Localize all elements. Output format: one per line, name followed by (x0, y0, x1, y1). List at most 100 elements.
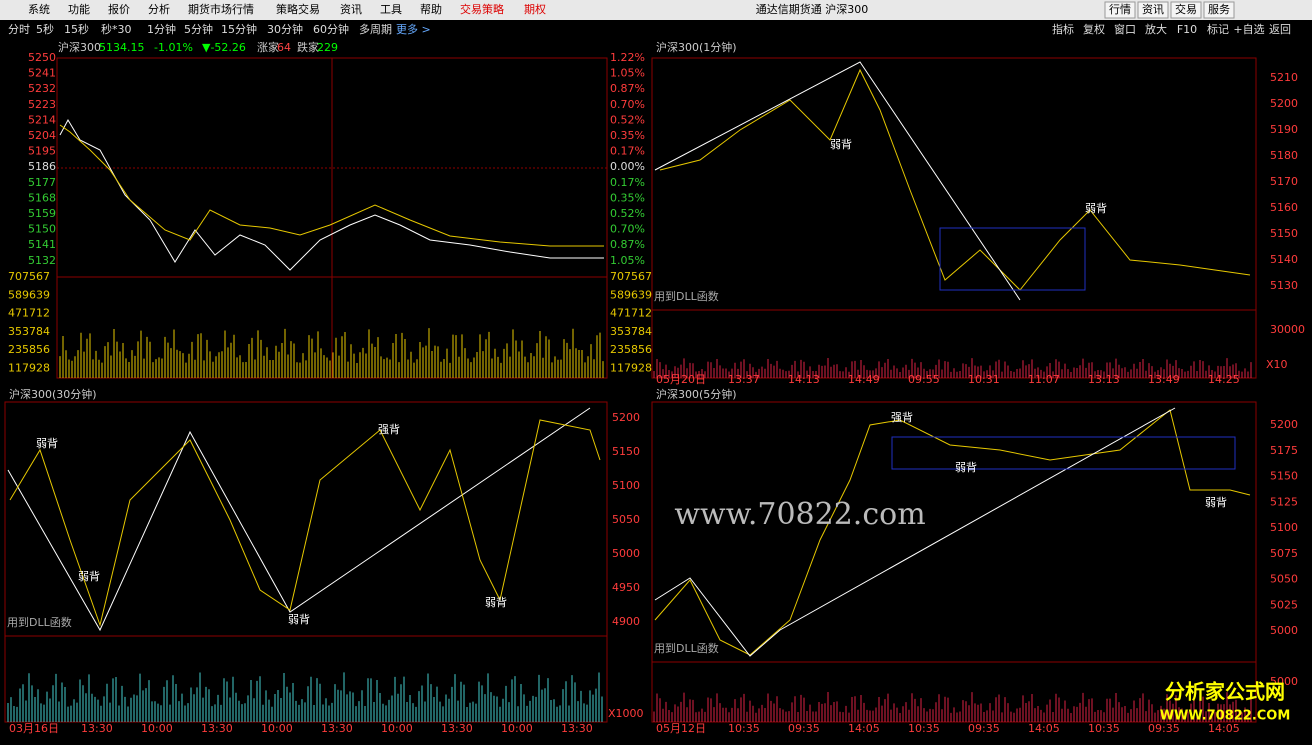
percent-tick: 0.00% (610, 160, 645, 173)
menu-item[interactable]: 帮助 (420, 2, 442, 16)
volume-bars (7, 328, 1252, 722)
menu-item[interactable]: 交易策略 (460, 2, 504, 16)
dll-note: 用到DLL函数 (654, 642, 719, 655)
percent-tick: 0.52% (610, 113, 645, 126)
period-button[interactable]: 15秒 (64, 22, 89, 36)
price-tick: 5025 (1270, 598, 1298, 611)
tool-button[interactable]: 标记 (1207, 22, 1229, 36)
time-tick: 14:05 (848, 722, 880, 735)
price-tick: 5160 (1270, 201, 1298, 214)
time-tick: 14:13 (788, 373, 820, 386)
window-title: 通达信期货通 沪深300 (756, 2, 869, 16)
tool-button[interactable]: F10 (1177, 23, 1197, 36)
menu-item[interactable]: 期权 (524, 3, 546, 16)
menu-item[interactable]: 系统 (28, 3, 50, 16)
price-tick: 5100 (612, 479, 640, 492)
percent-tick: 0.35% (610, 191, 645, 204)
volume-tick: 30000 (1270, 323, 1305, 336)
tool-button[interactable]: 指标 (1052, 22, 1074, 36)
menu-item[interactable]: 分析 (148, 2, 170, 16)
volume-tick: 353784 (610, 325, 652, 338)
period-button[interactable]: 分时 (8, 23, 30, 36)
period-button[interactable]: 5分钟 (184, 22, 213, 36)
tool-button[interactable]: 复权 (1083, 22, 1105, 36)
time-tick: 14:05 (1028, 722, 1060, 735)
time-tick: 14:05 (1208, 722, 1240, 735)
time-tick: 13:30 (441, 722, 473, 735)
time-tick: 14:25 (1208, 373, 1240, 386)
price-tick: 5050 (612, 513, 640, 526)
divergence-note: 强背 (378, 422, 400, 436)
top-button[interactable] (1170, 1, 1202, 19)
volume-tick: 235856 (610, 343, 652, 356)
price-tick: 5168 (28, 191, 56, 204)
time-tick: 10:00 (381, 722, 413, 735)
percent-tick: 0.87% (610, 82, 645, 95)
price-tick: 5214 (28, 113, 56, 126)
dll-note: 用到DLL函数 (654, 290, 719, 303)
period-button[interactable]: 更多 > (396, 22, 431, 36)
percent-tick: 0.17% (610, 145, 645, 158)
time-tick: 10:35 (728, 722, 760, 735)
volume-tick: 471712 (8, 307, 50, 320)
quote-field: ▼-52.26 (202, 41, 246, 54)
top-button[interactable] (1203, 1, 1235, 19)
price-tick: 5000 (612, 547, 640, 560)
period-button[interactable]: 多周期 (359, 22, 392, 36)
period-button[interactable]: 15分钟 (221, 22, 257, 36)
period-button[interactable]: 5秒 (36, 22, 54, 36)
logo-url: WWW.70822.COM (1160, 709, 1291, 724)
price-tick: 5241 (28, 67, 56, 80)
menu-item[interactable]: 资讯 (340, 3, 362, 16)
quote-field: 5134.15 (99, 41, 145, 54)
period-button[interactable]: 秒*30 (101, 22, 132, 36)
divergence-note: 强背 (891, 410, 913, 424)
menu-item[interactable]: 报价 (108, 2, 130, 16)
period-button[interactable]: 30分钟 (267, 22, 303, 36)
tool-button[interactable]: +自选 (1233, 23, 1264, 36)
quote-field: -1.01% (154, 41, 193, 54)
top-button-label: 交易 (1175, 2, 1197, 16)
price-tick: 5180 (1270, 149, 1298, 162)
menu-bar (0, 0, 1312, 20)
percent-tick: 0.17% (610, 176, 645, 189)
period-button[interactable]: 60分钟 (313, 22, 349, 36)
tool-button[interactable]: 放大 (1145, 22, 1167, 36)
price-tick: 4900 (612, 615, 640, 628)
tool-button[interactable]: 窗口 (1114, 22, 1136, 36)
time-tick: 10:00 (261, 722, 293, 735)
menu-item[interactable]: 策略交易 (276, 2, 320, 16)
menu-item[interactable]: 工具 (380, 3, 402, 16)
percent-tick: 0.70% (610, 98, 645, 111)
menu-item[interactable]: 功能 (68, 2, 90, 16)
time-tick: 10:35 (1088, 722, 1120, 735)
price-tick: 5250 (28, 51, 56, 64)
price-tick: 5200 (1270, 97, 1298, 110)
top-button-label: 服务 (1208, 3, 1230, 16)
time-tick: 10:00 (141, 722, 173, 735)
price-tick: 5210 (1270, 71, 1298, 84)
time-tick: 11:07 (1028, 373, 1060, 386)
price-tick: 5075 (1270, 547, 1298, 560)
top-button[interactable] (1137, 1, 1169, 19)
time-tick: 13:30 (81, 722, 113, 735)
price-tick: 5000 (1270, 624, 1298, 637)
tool-button[interactable]: 返回 (1269, 23, 1291, 36)
toolbar (0, 20, 1312, 40)
time-tick: 10:31 (968, 373, 1000, 386)
top-button[interactable] (1104, 1, 1136, 19)
price-tick: 4950 (612, 581, 640, 594)
divergence-note: 弱背 (485, 595, 507, 609)
volume-tick: 589639 (610, 288, 652, 301)
price-tick: 5150 (28, 223, 56, 236)
top-button-label: 资讯 (1142, 3, 1164, 16)
time-tick: 13:30 (321, 722, 353, 735)
price-lines (7, 61, 1251, 657)
menu-item[interactable]: 期货市场行情 (188, 2, 254, 16)
period-button[interactable]: 1分钟 (147, 22, 176, 36)
time-tick: 05月20日 (656, 373, 706, 386)
price-tick: 5159 (28, 207, 56, 220)
volume-tick: 5000 (1270, 675, 1298, 688)
price-tick: 5232 (28, 82, 56, 95)
